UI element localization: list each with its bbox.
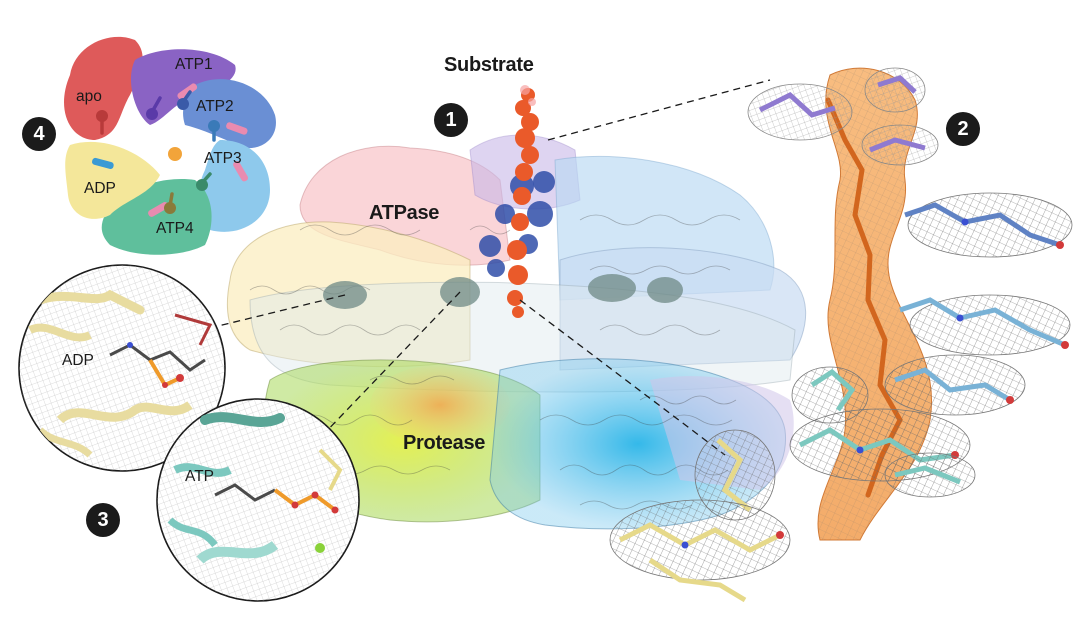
badge-1: 1	[434, 103, 468, 137]
schematic-apo-label: apo	[76, 88, 102, 105]
schematic-atp3-subunit	[198, 140, 270, 232]
badge-4: 4	[22, 117, 56, 151]
substrate-chain	[507, 88, 539, 318]
atpase-label: ATPase	[369, 202, 440, 224]
schematic-atp4-label: ATP4	[156, 220, 194, 237]
schematic-adp-subunit	[65, 141, 160, 219]
density-mesh-blue	[904, 192, 1073, 258]
schematic-adp-label: ADP	[84, 180, 116, 197]
density-mesh-lightblue	[884, 294, 1071, 416]
density-mesh-teal	[789, 366, 976, 498]
badge-2: 2	[946, 112, 980, 146]
schematic-atp3-label: ATP3	[204, 150, 242, 167]
protease-orange-patch	[370, 365, 510, 445]
leader-lines	[209, 79, 771, 456]
schematic-apo-subunit	[64, 36, 143, 140]
atp-inset	[156, 398, 360, 602]
schematic-atp1-label: ATP1	[175, 56, 213, 73]
protease-label: Protease	[403, 432, 486, 454]
substrate-density-panel	[609, 67, 1073, 603]
density-mesh-yellow	[609, 429, 791, 603]
substrate-label: Substrate	[444, 54, 534, 76]
schematic-atp2-subunit	[183, 79, 276, 149]
inset-adp-label: ADP	[62, 352, 94, 369]
density-mesh-purple	[747, 67, 939, 166]
schematic-atp2-label: ATP2	[196, 98, 234, 115]
inset-atp-label: ATP	[185, 468, 214, 485]
atpase-schematic	[64, 36, 276, 255]
badge-3: 3	[86, 503, 120, 537]
